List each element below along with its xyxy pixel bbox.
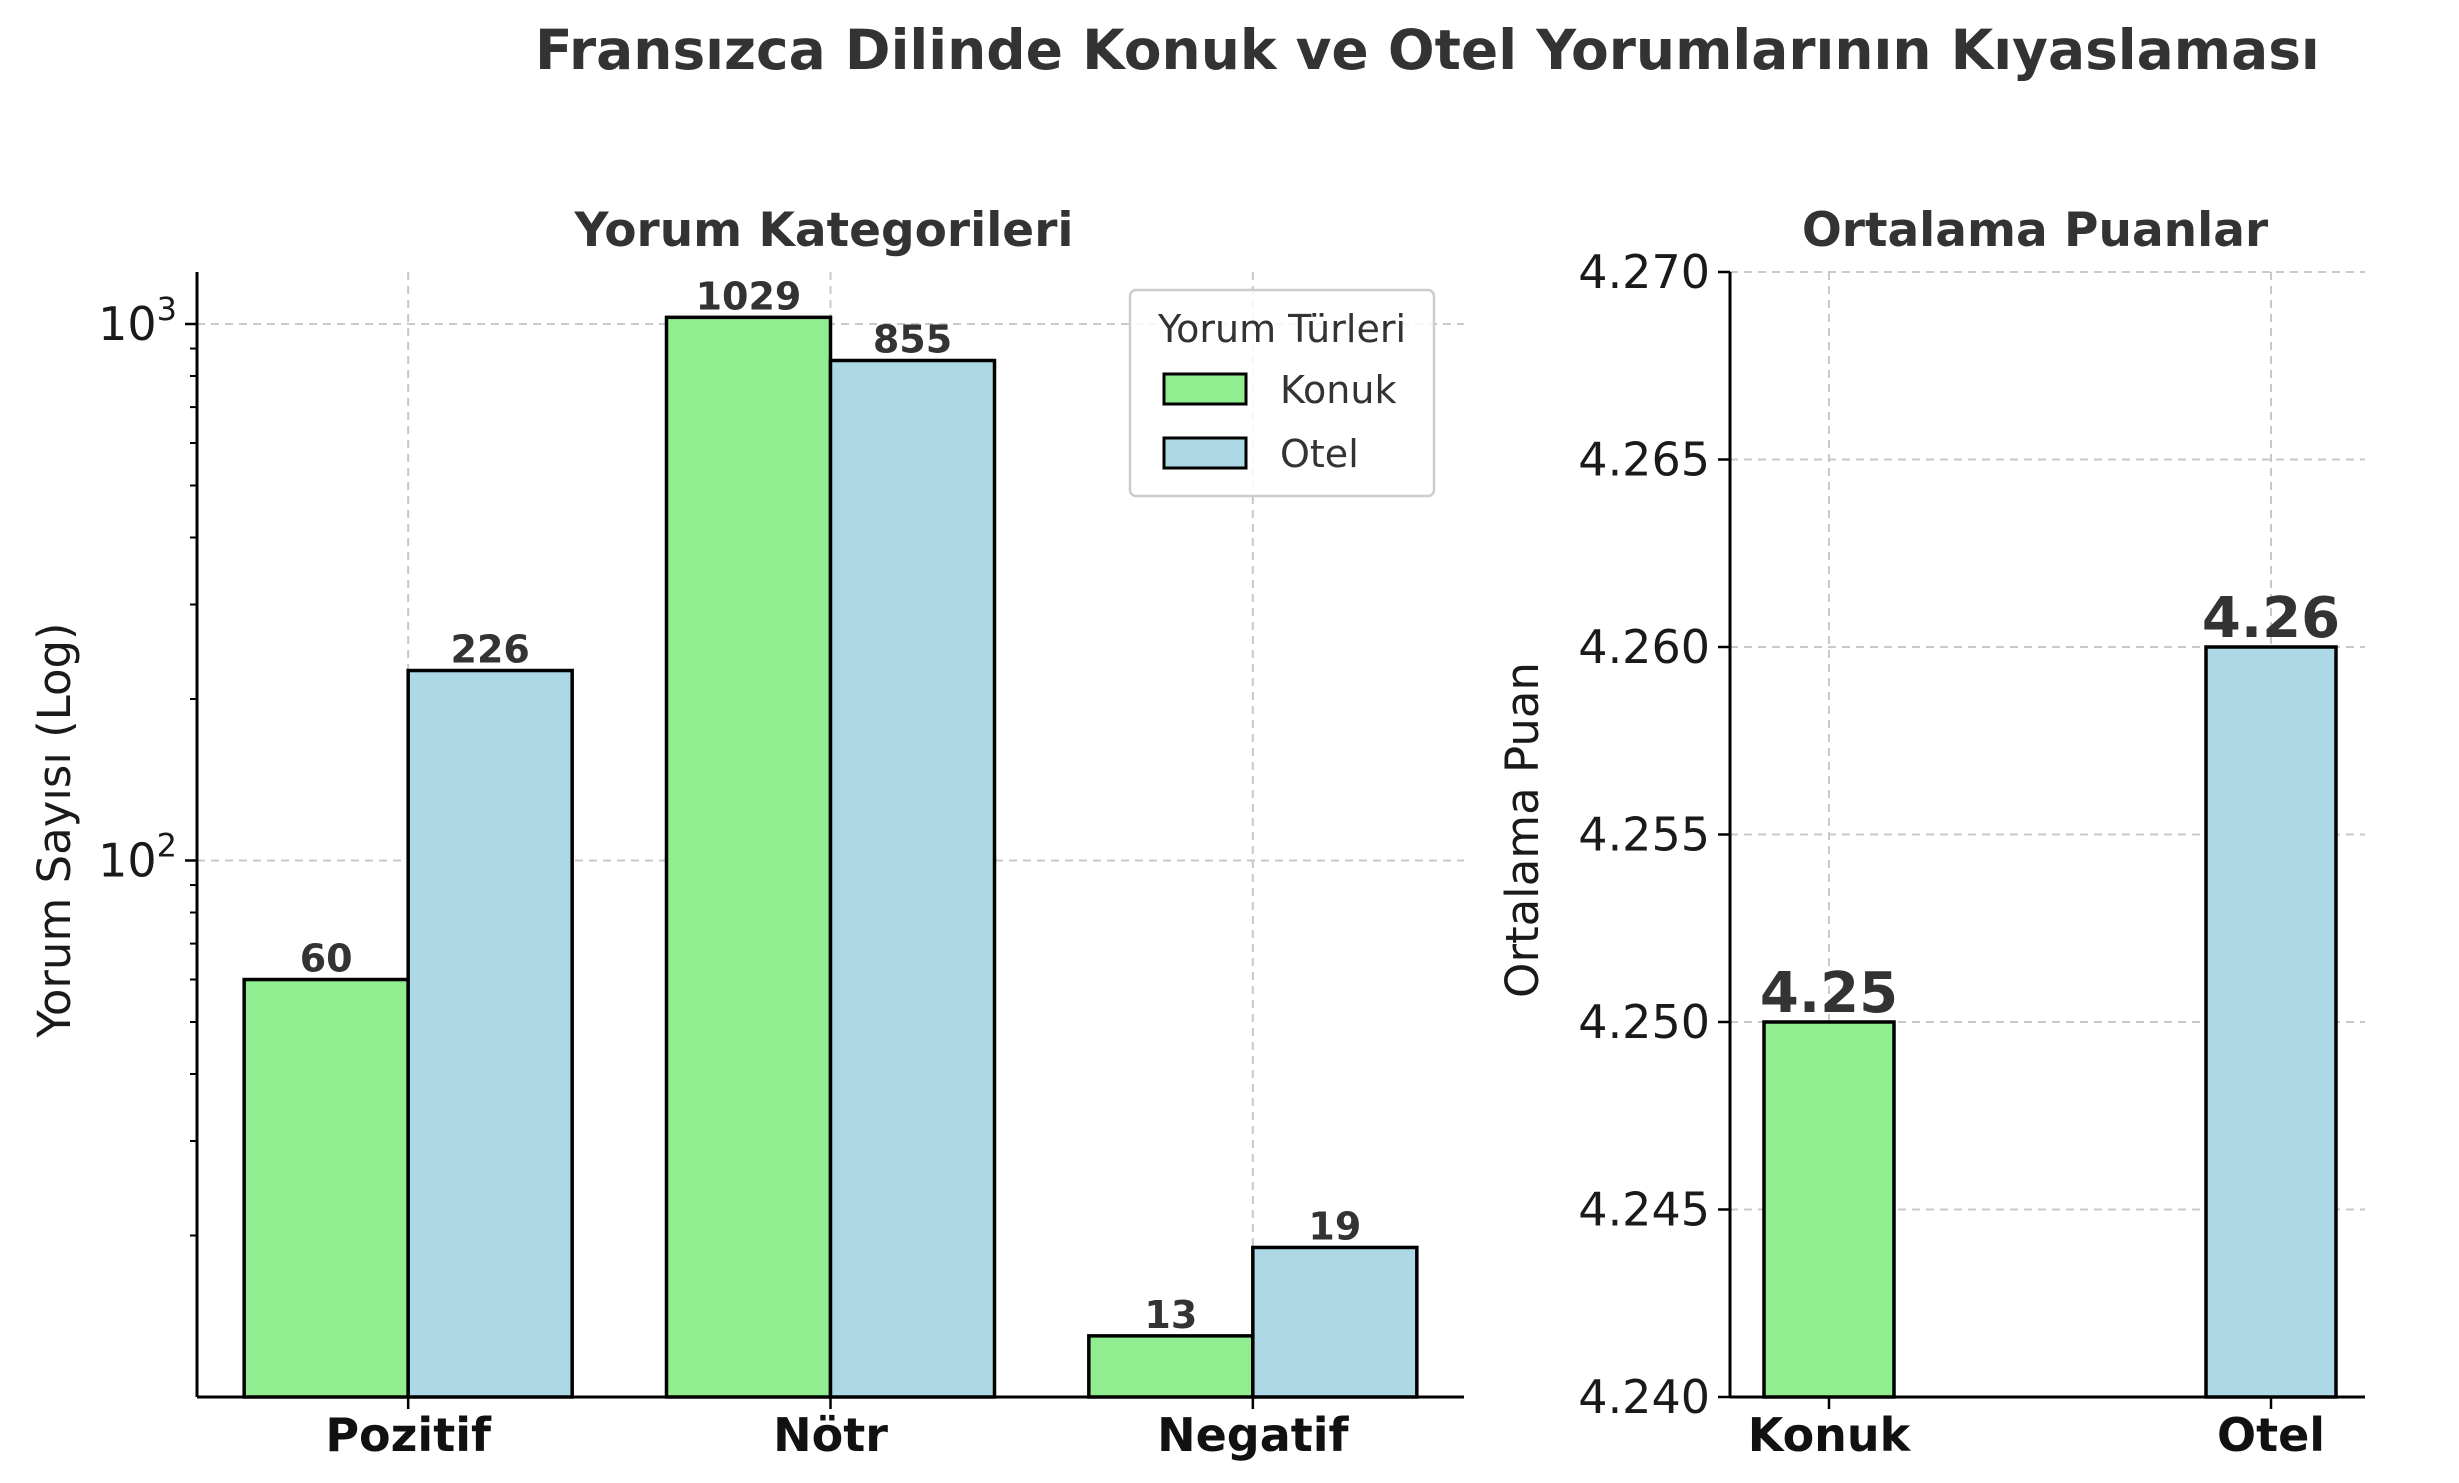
bar-avg-otel: [2204, 645, 2338, 1399]
bar-otel-n-tr: [828, 358, 997, 1399]
legend-swatch-otel: [1162, 436, 1248, 470]
legend: Yorum Türleri Konuk Otel: [1128, 288, 1436, 498]
left-y-ticks: 102 103: [98, 290, 197, 1237]
left-bar-labels: 60 226 1029 855 13 19: [300, 274, 1362, 1337]
right-y-axis-label: Ortalama Puan: [1496, 662, 1549, 998]
bar-otel-negatif: [1251, 1245, 1419, 1399]
bar-value-label: 4.26: [2202, 586, 2340, 651]
right-y-tick-label: 4.255: [1578, 808, 1710, 862]
right-chart-title: Ortalama Puanlar: [1802, 203, 2269, 258]
bar-konuk-pozitif: [242, 977, 410, 1399]
bar-value-label: 1029: [696, 274, 802, 318]
bar-value-label: 19: [1308, 1204, 1361, 1248]
right-bar-labels: 4.25 4.26: [1760, 586, 2340, 1026]
bar-value-label: 4.25: [1760, 961, 1898, 1026]
legend-label-otel: Otel: [1280, 432, 1359, 476]
right-y-ticks: 4.240 4.245 4.250 4.255 4.260 4.265 4.270: [1578, 245, 1730, 1424]
left-y-tick-label: 102: [98, 826, 177, 887]
right-y-tick-label: 4.265: [1578, 433, 1710, 487]
category-label-konuk: Konuk: [1748, 1408, 1912, 1462]
bar-value-label: 226: [451, 628, 530, 672]
bar-value-label: 13: [1144, 1293, 1197, 1337]
right-x-ticks: Konuk Otel: [1748, 1397, 2325, 1462]
legend-label-konuk: Konuk: [1280, 368, 1396, 412]
right-chart-panel: Ortalama Puanlar 4.25 4.26 4.240 4.245 4.25…: [1496, 203, 2365, 1462]
category-label-pozitif: Pozitif: [325, 1408, 492, 1462]
bar-konuk-negatif: [1087, 1334, 1255, 1399]
category-label-n-tr: Nötr: [773, 1408, 888, 1462]
left-chart-title: Yorum Kategorileri: [574, 203, 1074, 258]
bar-value-label: 855: [873, 317, 952, 361]
category-label-negatif: Negatif: [1157, 1408, 1349, 1462]
left-y-tick-label: 103: [98, 290, 177, 351]
category-label-otel: Otel: [2217, 1408, 2325, 1462]
right-y-tick-label: 4.270: [1578, 245, 1710, 299]
right-y-tick-label: 4.245: [1578, 1183, 1710, 1237]
bar-value-label: 60: [300, 937, 353, 981]
right-bars: [1762, 645, 2338, 1399]
left-bars: [242, 315, 1419, 1399]
left-y-axis-label: Yorum Sayısı (Log): [28, 622, 81, 1038]
bar-otel-pozitif: [406, 668, 574, 1399]
bar-konuk-n-tr: [664, 315, 833, 1399]
right-y-tick-label: 4.250: [1578, 995, 1710, 1049]
legend-swatch-konuk: [1162, 372, 1248, 406]
bar-avg-konuk: [1762, 1020, 1896, 1399]
left-x-ticks: Pozitif Nötr Negatif: [325, 1397, 1350, 1462]
right-y-tick-label: 4.240: [1578, 1370, 1710, 1424]
right-y-tick-label: 4.260: [1578, 620, 1710, 674]
legend-title: Yorum Türleri: [1157, 307, 1406, 351]
figure-title: Fransızca Dilinde Konuk ve Otel Yorumlar…: [535, 18, 2320, 82]
